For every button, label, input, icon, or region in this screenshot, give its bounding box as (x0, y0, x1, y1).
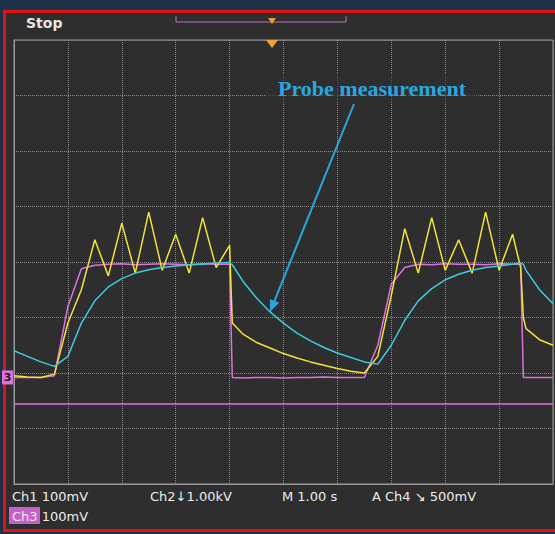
svg-text:Stop: Stop (26, 15, 62, 31)
svg-text:3: 3 (4, 371, 12, 384)
svg-text:Ch3 100mV: Ch3 100mV (12, 509, 88, 524)
svg-text:Ch2↓1.00kV: Ch2↓1.00kV (150, 489, 232, 504)
svg-text:Probe measurement: Probe measurement (278, 76, 467, 101)
svg-text:A Ch4 ↘ 500mV: A Ch4 ↘ 500mV (372, 489, 476, 504)
svg-text:Ch1 100mV: Ch1 100mV (12, 489, 88, 504)
svg-text:M 1.00 s: M 1.00 s (282, 489, 337, 504)
